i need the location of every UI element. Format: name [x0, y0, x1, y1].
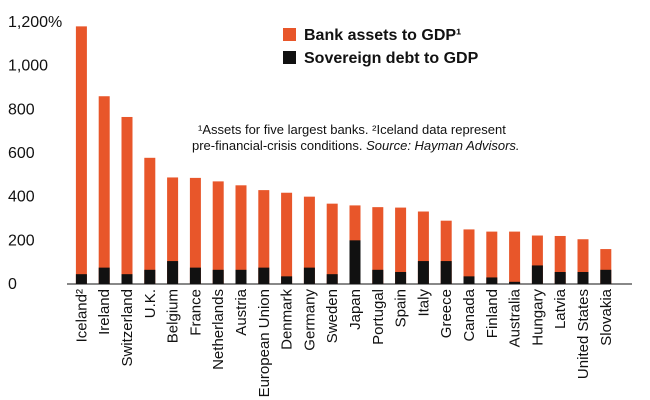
bar-sovereign-debt: [486, 277, 498, 284]
x-category-label: Hungary: [529, 289, 546, 346]
x-category-label: Spain: [393, 289, 410, 327]
bar-bank-assets: [167, 177, 179, 284]
bar-sovereign-debt: [167, 261, 179, 284]
bar-sovereign-debt: [303, 267, 315, 284]
bar-sovereign-debt: [577, 271, 589, 284]
bar-bank-assets: [98, 96, 110, 284]
bar-bank-assets: [531, 235, 543, 284]
x-category-label: Japan: [347, 289, 364, 330]
bar-sovereign-debt: [189, 267, 201, 284]
bar-sovereign-debt: [212, 269, 224, 284]
y-tick-label: 800: [8, 101, 35, 118]
bar-bank-assets: [189, 177, 201, 284]
legend-swatch-sovereign-debt: [283, 51, 296, 64]
y-tick-label: 600: [8, 145, 35, 162]
legend-label-bank-assets: Bank assets to GDP¹: [304, 27, 461, 44]
bar-sovereign-debt: [395, 271, 407, 284]
bar-bank-assets: [75, 26, 87, 284]
category-labels: Iceland² Ireland Switzerland U.K. Belgium Fra…: [73, 288, 614, 397]
x-category-label: Finland: [484, 289, 501, 338]
bar-bank-assets: [258, 190, 270, 284]
bar-bank-assets: [326, 203, 338, 284]
footnote-line-1: ¹Assets for five largest banks. ²Iceland…: [198, 122, 506, 137]
x-category-label: Australia: [507, 288, 524, 347]
footnote-line-2-text: pre-financial-crisis conditions.: [192, 138, 366, 153]
bar-sovereign-debt: [258, 267, 270, 284]
bar-bank-assets: [554, 235, 566, 284]
bar-sovereign-debt: [121, 274, 133, 284]
x-category-label: U.K.: [142, 289, 159, 318]
x-category-label: Latvia: [552, 288, 569, 329]
x-category-label: France: [187, 289, 204, 336]
bar-bank-assets: [372, 207, 384, 284]
y-axis: 0 200 400 600 800 1,000 1,200%: [8, 14, 62, 293]
bar-sovereign-debt: [463, 276, 475, 284]
bar-sovereign-debt: [440, 261, 452, 284]
bar-bank-assets: [212, 181, 224, 284]
bar-sovereign-debt: [600, 269, 612, 284]
bar-bank-assets: [303, 196, 315, 284]
x-category-label: Denmark: [279, 289, 296, 350]
x-category-label: Portugal: [370, 289, 387, 345]
bar-sovereign-debt: [349, 240, 361, 284]
x-category-label: Canada: [461, 288, 478, 341]
bar-sovereign-debt: [531, 265, 543, 284]
bar-bank-assets: [281, 192, 293, 284]
x-category-label: Italy: [415, 289, 432, 317]
x-category-label: Sweden: [324, 289, 341, 343]
y-tick-label: 0: [8, 276, 17, 293]
legend: Bank assets to GDP¹ Sovereign debt to GD…: [283, 27, 479, 67]
bar-sovereign-debt: [281, 276, 293, 284]
footnote: ¹Assets for five largest banks. ²Iceland…: [192, 122, 520, 153]
x-category-label: Slovakia: [598, 288, 615, 345]
bar-bank-assets: [144, 157, 156, 284]
x-category-label: Switzerland: [119, 289, 136, 367]
bar-bank-assets: [463, 229, 475, 284]
bar-sovereign-debt: [98, 267, 110, 284]
x-category-label: United States: [575, 289, 592, 379]
bar-bank-assets: [600, 249, 612, 284]
bar-bank-assets: [509, 231, 521, 284]
y-tick-label: 1,000: [8, 58, 48, 75]
bar-bank-assets: [121, 116, 133, 284]
legend-label-sovereign-debt: Sovereign debt to GDP: [304, 50, 479, 67]
bar-sovereign-debt: [326, 274, 338, 284]
x-category-label: European Union: [256, 289, 273, 397]
bar-sovereign-debt: [417, 261, 429, 284]
footnote-source: Source: Hayman Advisors.: [366, 138, 519, 153]
bar-sovereign-debt: [372, 269, 384, 284]
x-category-label: Greece: [438, 289, 455, 338]
footnote-line-2: pre-financial-crisis conditions. Source:…: [192, 138, 520, 153]
legend-swatch-bank-assets: [283, 28, 296, 41]
bar-sovereign-debt: [235, 269, 247, 284]
bar-bank-assets: [235, 185, 247, 284]
bar-sovereign-debt: [75, 274, 87, 284]
y-tick-label: 200: [8, 232, 35, 249]
x-category-label: Iceland²: [73, 289, 90, 342]
bar-sovereign-debt: [554, 271, 566, 284]
x-category-label: Germany: [301, 289, 318, 351]
x-category-label: Austria: [233, 288, 250, 335]
bar-bank-assets: [577, 239, 589, 284]
y-tick-label: 1,200%: [8, 14, 62, 31]
bar-bank-assets: [417, 211, 429, 284]
bar-sovereign-debt: [144, 269, 156, 284]
x-category-label: Belgium: [165, 289, 182, 343]
bar-bank-assets: [486, 231, 498, 284]
bar-group: [75, 26, 612, 284]
x-category-label: Ireland: [96, 289, 113, 335]
y-tick-label: 400: [8, 189, 35, 206]
bar-bank-assets: [440, 220, 452, 284]
x-category-label: Netherlands: [210, 289, 227, 370]
bar-bank-assets: [395, 207, 407, 284]
bar-sovereign-debt: [509, 281, 521, 284]
